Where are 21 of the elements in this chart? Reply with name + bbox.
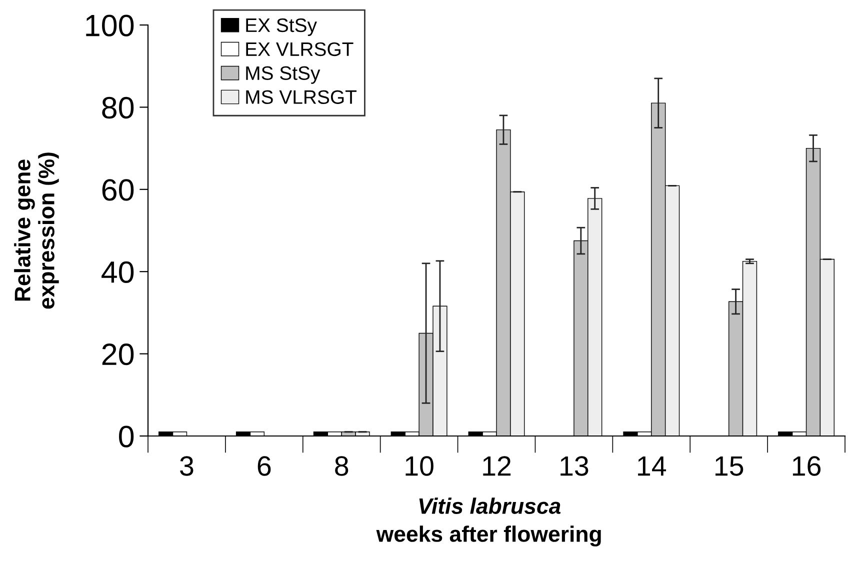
legend-label: EX StSy xyxy=(246,18,317,36)
y-tick-label: 100 xyxy=(86,14,134,36)
x-tick-label: 8 xyxy=(335,456,348,476)
y-tick-label: 80 xyxy=(102,96,134,119)
legend-label: MS StSy xyxy=(246,66,320,84)
y-tick-label: 40 xyxy=(102,261,134,283)
x-axis-title: Vitis labrusca weeks after flowering xyxy=(376,498,601,546)
y-tick-label: 60 xyxy=(102,179,134,201)
x-tick-label: 10 xyxy=(406,456,434,476)
x-tick-label: 14 xyxy=(638,456,666,476)
x-tick-label: 3 xyxy=(180,456,194,476)
x-tick-label: 12 xyxy=(483,456,511,476)
y-axis-title: Relative gene expression (%) xyxy=(14,152,59,309)
y-tick-label: 20 xyxy=(102,344,134,366)
x-tick-label: 13 xyxy=(560,456,588,476)
legend-label: EX VLRSGT xyxy=(246,42,354,56)
legend-label: MS VLRSGT xyxy=(246,90,357,104)
x-tick-label: 15 xyxy=(716,456,744,476)
x-tick-label: 6 xyxy=(258,456,271,476)
x-tick-label: 16 xyxy=(792,456,821,476)
y-tick-label: 0 xyxy=(119,426,134,448)
